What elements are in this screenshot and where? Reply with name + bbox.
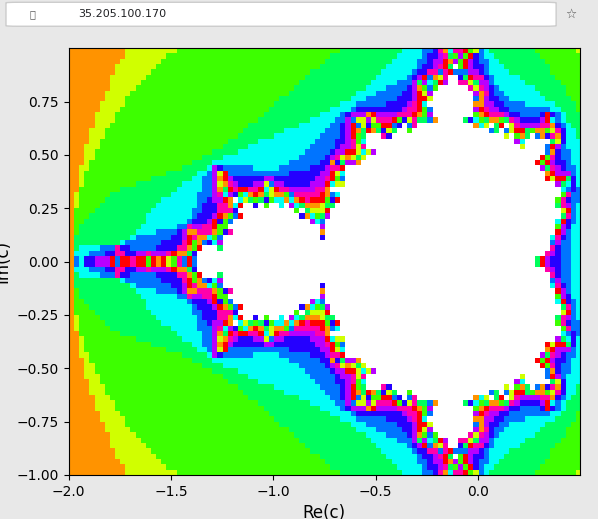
Text: 35.205.100.170: 35.205.100.170 (78, 9, 166, 19)
Y-axis label: Im(c): Im(c) (0, 240, 11, 283)
X-axis label: Re(c): Re(c) (303, 504, 346, 519)
Text: ☆: ☆ (566, 8, 576, 21)
FancyBboxPatch shape (6, 2, 556, 26)
Text: ⓘ: ⓘ (30, 9, 36, 19)
